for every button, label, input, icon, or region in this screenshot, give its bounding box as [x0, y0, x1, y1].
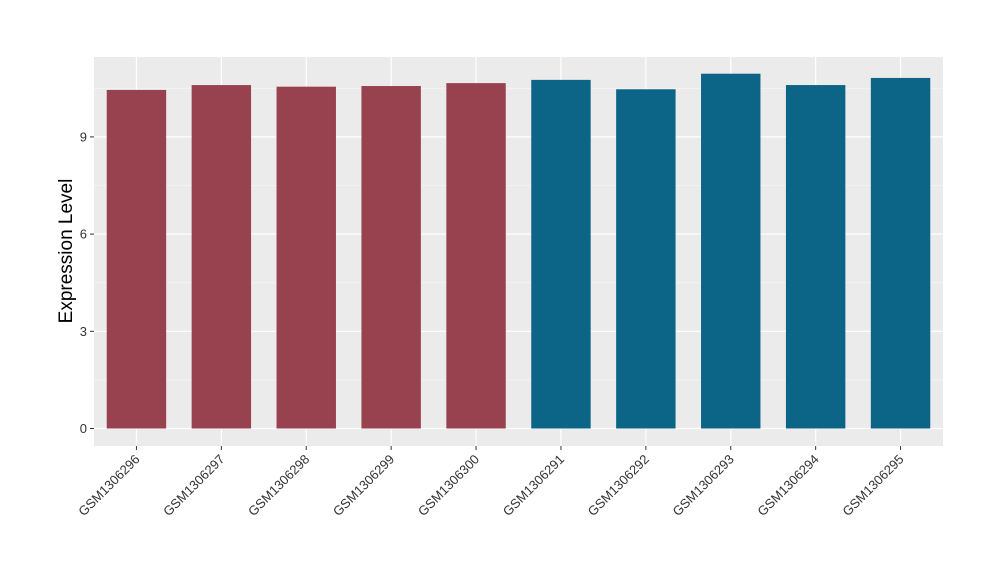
y-axis: 0 3 6 9: [80, 129, 94, 436]
x-tick-label: GSM1306293: [670, 452, 737, 519]
x-tick-label: GSM1306300: [415, 452, 482, 519]
y-tick-label: 3: [80, 324, 87, 339]
bar-GSM1306297: [191, 85, 252, 429]
x-tick-label: GSM1306299: [330, 452, 397, 519]
x-tick-label: GSM1306295: [839, 452, 906, 519]
bar-GSM1306298: [276, 86, 336, 429]
x-axis: GSM1306296 GSM1306297 GSM1306298 GSM1306299…: [75, 446, 907, 519]
y-axis-title: Expression Level: [56, 179, 77, 324]
bar-GSM1306292: [616, 89, 676, 429]
bar-GSM1306294: [785, 85, 846, 429]
x-tick-label: GSM1306291: [500, 452, 567, 519]
x-tick-label: GSM1306292: [585, 452, 652, 519]
bar-GSM1306293: [701, 73, 761, 429]
bar-GSM1306299: [361, 86, 421, 429]
x-tick-label: GSM1306294: [754, 452, 821, 519]
y-tick-label: 9: [80, 129, 87, 144]
bar-GSM1306291: [531, 79, 591, 429]
bar-GSM1306296: [106, 89, 167, 429]
x-tick-label: GSM1306298: [245, 452, 312, 519]
bar-GSM1306300: [446, 83, 506, 429]
y-tick-label: 0: [80, 421, 87, 436]
x-tick-label: GSM1306296: [75, 452, 142, 519]
x-tick-label: GSM1306297: [160, 452, 227, 519]
bar-GSM1306295: [870, 77, 931, 429]
bars: [106, 73, 931, 429]
y-tick-label: 6: [80, 227, 87, 242]
